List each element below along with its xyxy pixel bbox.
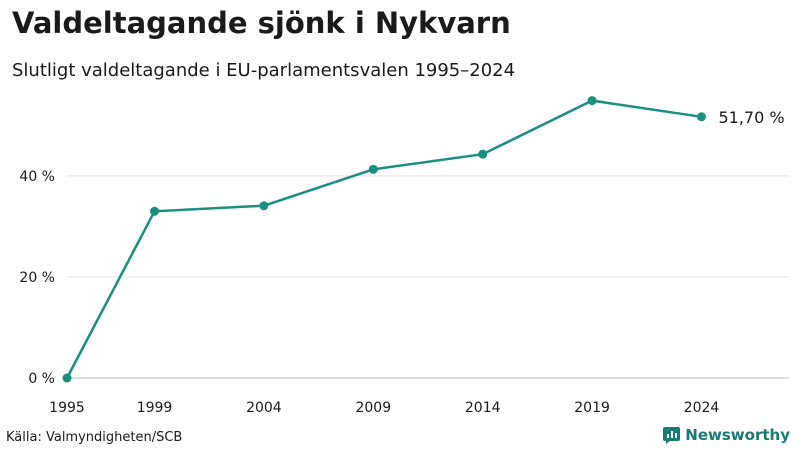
y-tick-label: 0 % — [28, 371, 55, 387]
y-tick-label: 20 % — [19, 270, 55, 286]
brand-name: Newsworthy — [685, 426, 790, 444]
x-tick-label: 1999 — [137, 400, 173, 416]
x-tick-label: 2009 — [355, 400, 391, 416]
x-tick-label: 2014 — [465, 400, 501, 416]
data-point — [259, 201, 269, 211]
chart-title: Valdeltagande sjönk i Nykvarn — [12, 6, 511, 40]
source-note: Källa: Valmyndigheten/SCB — [6, 430, 183, 445]
x-axis-ticks: 1995 1999 2004 2009 2014 2019 2024 — [49, 400, 719, 416]
data-point — [62, 373, 72, 383]
x-tick-label: 2019 — [574, 400, 610, 416]
data-point — [696, 112, 706, 122]
x-tick-label: 2004 — [246, 400, 282, 416]
newsworthy-logo-icon — [663, 426, 681, 444]
data-point — [150, 206, 160, 216]
chart-subtitle: Slutligt valdeltagande i EU-parlamentsva… — [12, 60, 516, 81]
data-point — [368, 164, 378, 174]
end-value-label: 51,70 % — [718, 108, 784, 127]
y-tick-label: 40 % — [19, 169, 55, 185]
data-point — [478, 149, 488, 159]
x-tick-label: 1995 — [49, 400, 85, 416]
series-line — [65, 99, 702, 379]
data-points — [62, 96, 706, 383]
x-tick-label: 2024 — [684, 400, 720, 416]
grid-lines — [67, 175, 789, 379]
data-point — [587, 96, 597, 106]
brand-logo[interactable]: Newsworthy — [663, 426, 790, 444]
y-axis-ticks: 0 % 20 % 40 % — [19, 169, 55, 387]
